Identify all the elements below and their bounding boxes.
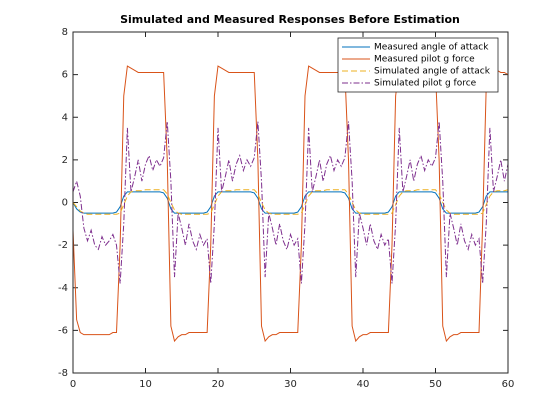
series-line — [72, 191, 508, 214]
y-tick-label: 4 — [62, 112, 68, 123]
x-tick-label: 50 — [429, 379, 442, 390]
x-tick-label: 10 — [139, 379, 152, 390]
y-tick-label: -8 — [58, 368, 68, 379]
axes-box — [72, 31, 509, 374]
y-tick-label: 6 — [62, 70, 68, 81]
y-tick-label: 0 — [62, 198, 68, 209]
legend-label: Measured pilot g force — [374, 55, 475, 65]
chart-title: Simulated and Measured Responses Before … — [120, 13, 460, 26]
y-tick-label: -4 — [58, 283, 68, 294]
x-tick-label: 60 — [502, 379, 515, 390]
legend-label: Measured angle of attack — [374, 43, 489, 53]
series-line — [72, 189, 509, 215]
y-tick-label: -6 — [58, 325, 68, 336]
y-tick-label: 8 — [62, 27, 68, 38]
x-tick-label: 20 — [212, 379, 225, 390]
x-tick-label: 30 — [284, 379, 297, 390]
legend-label: Simulated pilot g force — [374, 79, 477, 89]
legend-label: Simulated angle of attack — [374, 67, 491, 77]
y-tick-label: -2 — [58, 240, 68, 251]
y-tick-label: 2 — [62, 155, 68, 166]
series-line — [72, 121, 509, 284]
x-tick-label: 40 — [357, 379, 370, 390]
x-tick-label: 0 — [70, 379, 76, 390]
legend: Measured angle of attack Measured pilot g… — [337, 37, 499, 93]
